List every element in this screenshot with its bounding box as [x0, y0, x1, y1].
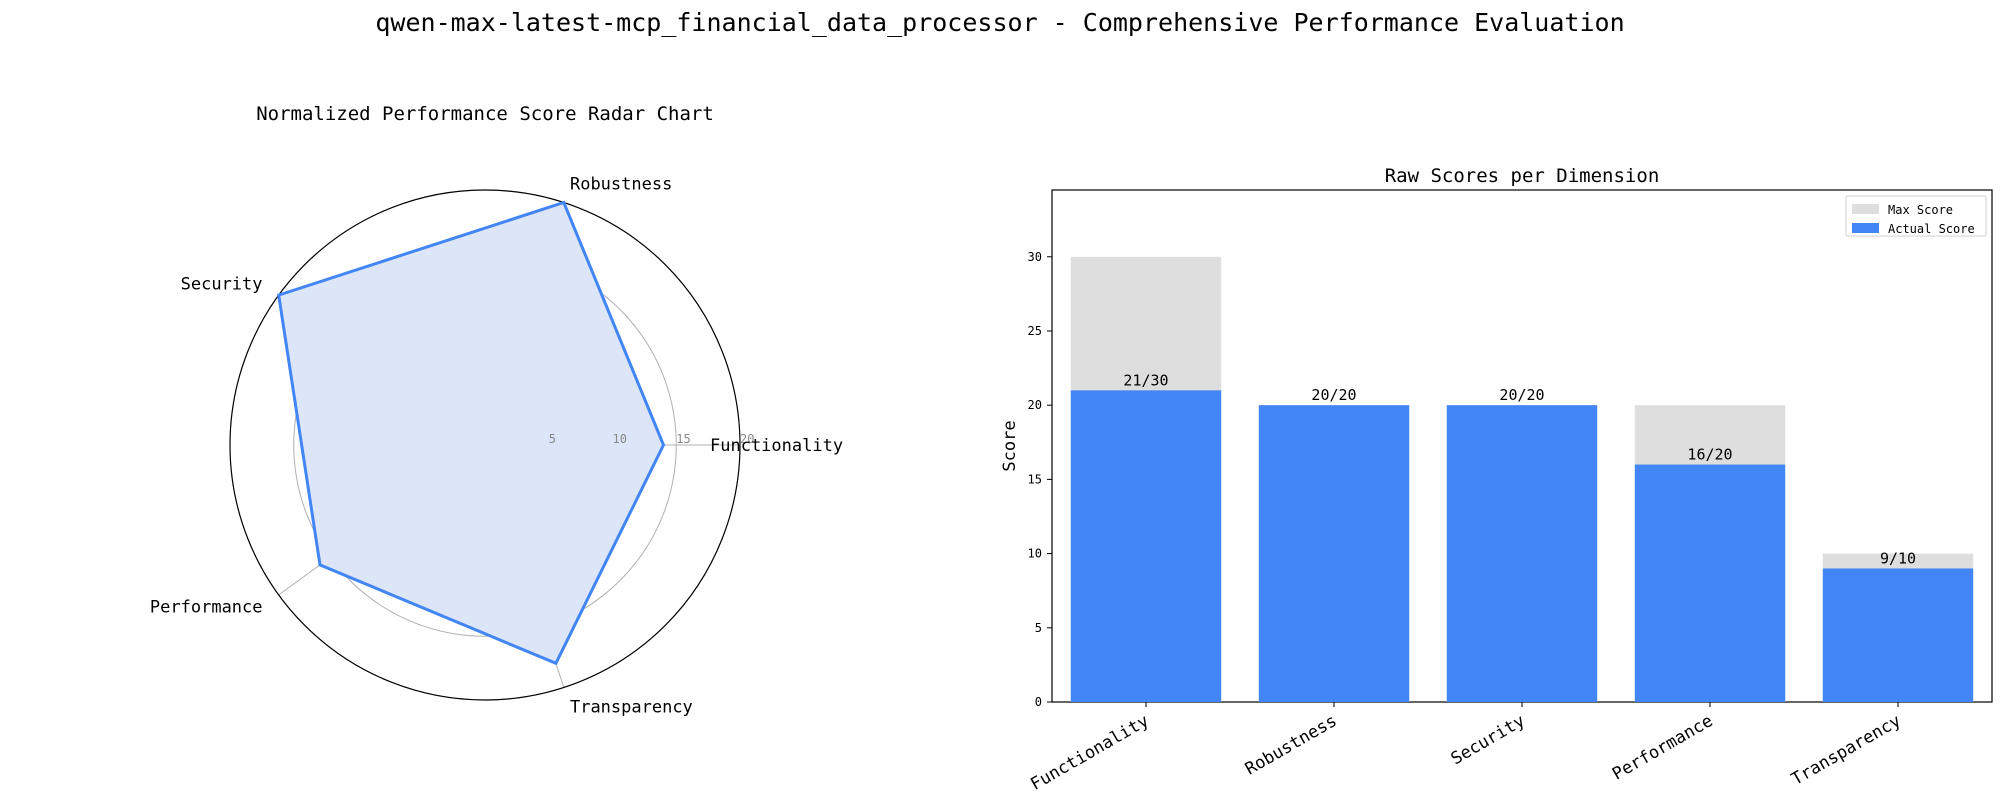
radar-axis-label: Functionality: [710, 436, 843, 456]
bar-actual-score: [1634, 464, 1786, 702]
bar-data-label: 21/30: [1123, 371, 1168, 389]
y-tick-label: 20: [1028, 398, 1042, 412]
x-tick-label: Security: [1448, 711, 1529, 769]
bar-actual-score: [1258, 405, 1410, 702]
radar-axis-label: Robustness: [570, 174, 672, 194]
bar-data-label: 16/20: [1687, 446, 1732, 464]
radar-tick-label: 20: [740, 432, 754, 446]
radar-frame: [229, 189, 741, 701]
x-tick-label: Functionality: [1027, 711, 1152, 795]
y-axis-label: Score: [1000, 420, 1020, 471]
radar-axis-label: Performance: [150, 598, 263, 618]
bar-data-label: 20/20: [1311, 386, 1356, 404]
radar-tick-label: 15: [676, 432, 690, 446]
radar-line: [277, 200, 666, 666]
legend-box: [1845, 195, 1987, 237]
x-tick-label: Robustness: [1242, 711, 1341, 780]
y-tick-label: 15: [1028, 472, 1042, 486]
bar-actual-score: [1070, 390, 1222, 702]
x-tick-label: Transparency: [1788, 711, 1904, 790]
y-tick-label: 0: [1035, 695, 1042, 709]
y-tick-label: 30: [1028, 250, 1042, 264]
bar-data-label: 20/20: [1499, 386, 1544, 404]
legend-swatch: [1852, 204, 1879, 214]
x-tick-label: Performance: [1609, 711, 1717, 785]
legend-label: Actual Score: [1888, 222, 1975, 236]
y-tick-label: 5: [1035, 621, 1042, 635]
bar-actual-score: [1446, 405, 1598, 702]
y-tick-label: 10: [1028, 547, 1042, 561]
legend-swatch: [1852, 223, 1879, 233]
y-tick-label: 25: [1028, 324, 1042, 338]
bar-chart-title: Raw Scores per Dimension: [1385, 165, 1660, 187]
bar-actual-score: [1822, 568, 1974, 702]
radar-axis-label: Transparency: [570, 698, 693, 718]
radar-tick-label: 10: [613, 432, 627, 446]
figure-title: qwen-max-latest-mcp_financial_data_proce…: [375, 8, 1625, 37]
radar-area: [278, 202, 664, 664]
bar-data-label: 9/10: [1880, 549, 1916, 567]
radar-tick-label: 5: [549, 432, 556, 446]
radar-axis-label: Security: [181, 274, 263, 294]
radar-title: Normalized Performance Score Radar Chart: [256, 103, 714, 125]
legend-label: Max Score: [1888, 203, 1953, 217]
